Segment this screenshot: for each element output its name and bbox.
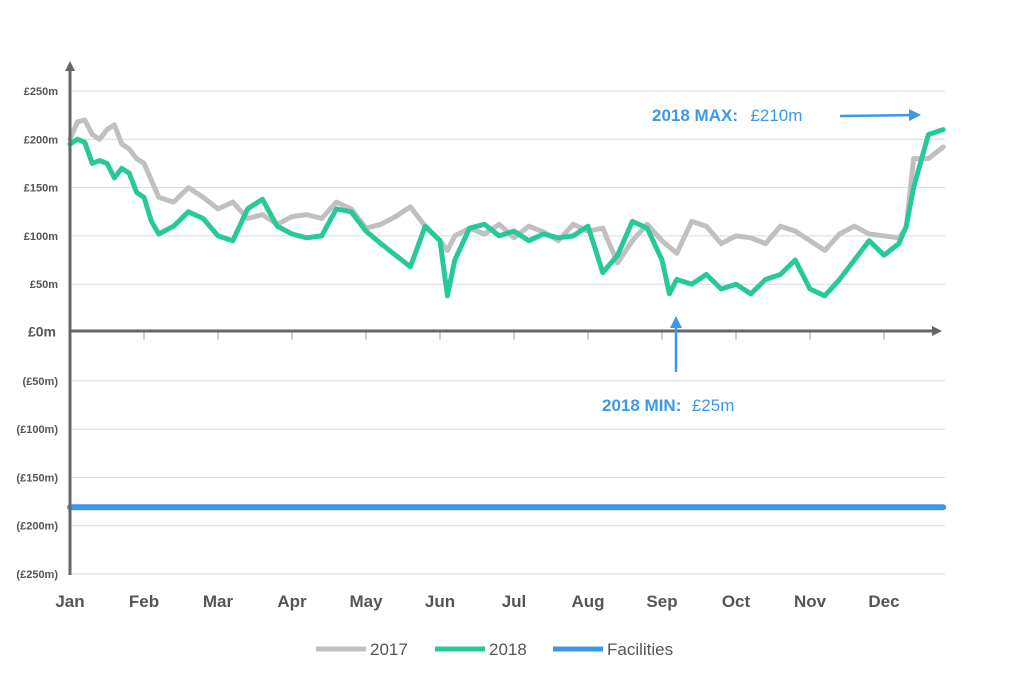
legend-label-2017: 2017 [370,640,408,659]
legend-label-2018: 2018 [489,640,527,659]
x-tick-label-oct: Oct [722,592,751,611]
y-tick-label-2: £150m [24,183,58,195]
x-axis-tick-labels: Jan Feb Mar Apr May Jun Jul Aug Sep Oct Nov Dec [55,332,900,611]
x-tick-label-aug: Aug [571,592,604,611]
y-tick-label-8: (£150m) [16,472,58,484]
x-tick-label-feb: Feb [129,592,159,611]
y-tick-label-6: (£50m) [23,376,59,388]
x-tick-label-may: May [349,592,383,611]
min-annotation: 2018 MIN: £25m [602,396,734,415]
x-tick-label-mar: Mar [203,592,234,611]
x-tick-label-apr: Apr [277,592,307,611]
x-tick-label-sep: Sep [646,592,677,611]
x-tick-label-jun: Jun [425,592,455,611]
series-line-2018 [67,127,946,299]
y-axis-tick-labels: £250m £200m £150m £100m £50m £0m (£50m) (£100m)… [16,86,58,581]
legend-label-facilities: Facilities [607,640,673,659]
legend: 2017 2018 Facilities [316,640,673,659]
max-annotation-label: 2018 MAX: [652,106,738,125]
series-line-2017 [67,117,946,266]
y-tick-label-0: £250m [24,86,58,98]
x-tick-label-jan: Jan [55,592,84,611]
max-annotation-value: £210m [750,106,802,125]
x-tick-label-dec: Dec [868,592,899,611]
x-tick-label-jul: Jul [502,592,527,611]
y-tick-label-5: £0m [28,324,56,340]
y-tick-label-7: (£100m) [16,424,58,436]
y-tick-label-9: (£200m) [16,521,58,533]
y-tick-label-1: £200m [24,134,58,146]
axes [65,61,942,575]
legend-item-2017[interactable]: 2017 [316,640,408,659]
max-annotation-arrow [839,109,921,122]
min-annotation-label: 2018 MIN: [602,396,681,415]
legend-item-facilities[interactable]: Facilities [553,640,673,659]
annotations: 2018 MAX: £210m 2018 MIN: £25m [602,106,921,415]
data-series [67,117,947,511]
max-annotation: 2018 MAX: £210m [652,106,802,125]
min-annotation-value: £25m [692,396,735,415]
y-tick-label-10: (£250m) [16,569,58,581]
legend-item-2018[interactable]: 2018 [435,640,527,659]
x-tick-label-nov: Nov [794,592,827,611]
y-tick-label-4: £50m [30,279,58,291]
y-tick-label-3: £100m [24,231,58,243]
